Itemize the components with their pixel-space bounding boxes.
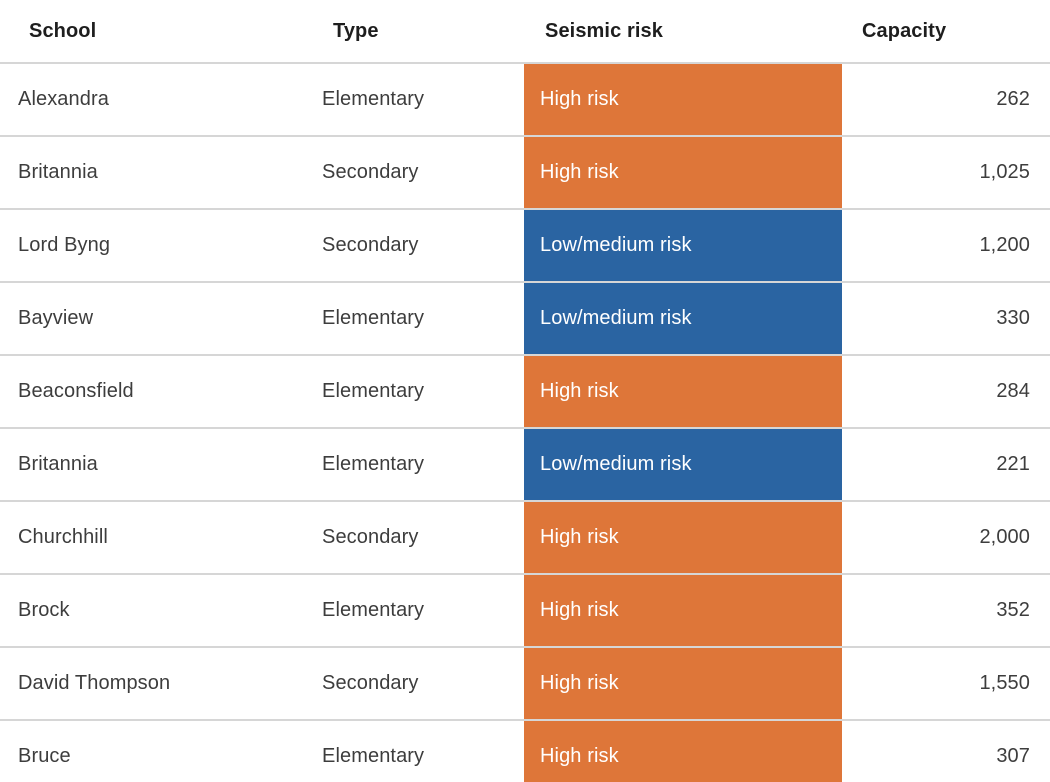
header-cell-seismic-risk: Seismic risk — [524, 0, 842, 64]
risk-cell: High risk — [524, 355, 842, 429]
capacity-cell: 284 — [842, 355, 1050, 429]
risk-cell: High risk — [524, 63, 842, 137]
table-row: Alexandra Elementary High risk 262 — [0, 63, 1050, 137]
capacity-cell: 1,550 — [842, 647, 1050, 721]
risk-cell: High risk — [524, 501, 842, 575]
header-row: School Type Seismic risk Capacity — [0, 0, 1050, 64]
type-cell: Elementary — [304, 574, 524, 648]
risk-cell-fill: High risk — [524, 575, 842, 646]
school-cell: Brock — [0, 574, 304, 648]
school-cell: Bruce — [0, 720, 304, 782]
type-cell: Secondary — [304, 647, 524, 721]
table-body: Alexandra Elementary High risk 262 Brita… — [0, 63, 1050, 782]
table-row: David Thompson Secondary High risk 1,550 — [0, 647, 1050, 721]
risk-cell: Low/medium risk — [524, 209, 842, 283]
capacity-cell: 221 — [842, 428, 1050, 502]
capacity-cell: 2,000 — [842, 501, 1050, 575]
school-cell: Alexandra — [0, 63, 304, 137]
capacity-cell: 1,025 — [842, 136, 1050, 210]
type-cell: Elementary — [304, 428, 524, 502]
risk-cell-fill: High risk — [524, 648, 842, 719]
type-cell: Secondary — [304, 136, 524, 210]
type-cell: Secondary — [304, 501, 524, 575]
risk-cell: High risk — [524, 136, 842, 210]
table-row: Lord Byng Secondary Low/medium risk 1,20… — [0, 209, 1050, 283]
risk-cell-fill: High risk — [524, 721, 842, 782]
table-row: Britannia Secondary High risk 1,025 — [0, 136, 1050, 210]
table-row: Bayview Elementary Low/medium risk 330 — [0, 282, 1050, 356]
type-cell: Secondary — [304, 209, 524, 283]
risk-cell: High risk — [524, 720, 842, 782]
table-row: Churchhill Secondary High risk 2,000 — [0, 501, 1050, 575]
table-row: Beaconsfield Elementary High risk 284 — [0, 355, 1050, 429]
capacity-cell: 1,200 — [842, 209, 1050, 283]
capacity-cell: 330 — [842, 282, 1050, 356]
type-cell: Elementary — [304, 63, 524, 137]
risk-cell: High risk — [524, 574, 842, 648]
risk-cell-fill: High risk — [524, 64, 842, 135]
risk-cell-fill: High risk — [524, 356, 842, 427]
risk-cell: Low/medium risk — [524, 282, 842, 356]
school-cell: Beaconsfield — [0, 355, 304, 429]
risk-cell: Low/medium risk — [524, 428, 842, 502]
school-cell: David Thompson — [0, 647, 304, 721]
risk-cell-fill: Low/medium risk — [524, 429, 842, 500]
table-row: Bruce Elementary High risk 307 — [0, 720, 1050, 782]
table-row: Britannia Elementary Low/medium risk 221 — [0, 428, 1050, 502]
type-cell: Elementary — [304, 355, 524, 429]
school-cell: Bayview — [0, 282, 304, 356]
header-cell-capacity: Capacity — [842, 0, 1050, 64]
capacity-cell: 307 — [842, 720, 1050, 782]
school-cell: Lord Byng — [0, 209, 304, 283]
header-cell-school: School — [0, 0, 304, 64]
risk-cell-fill: Low/medium risk — [524, 210, 842, 281]
risk-cell-fill: High risk — [524, 137, 842, 208]
header-cell-type: Type — [304, 0, 524, 64]
school-cell: Churchhill — [0, 501, 304, 575]
risk-cell-fill: High risk — [524, 502, 842, 573]
capacity-cell: 262 — [842, 63, 1050, 137]
type-cell: Elementary — [304, 282, 524, 356]
school-cell: Britannia — [0, 136, 304, 210]
school-cell: Britannia — [0, 428, 304, 502]
risk-cell-fill: Low/medium risk — [524, 283, 842, 354]
table-row: Brock Elementary High risk 352 — [0, 574, 1050, 648]
type-cell: Elementary — [304, 720, 524, 782]
risk-cell: High risk — [524, 647, 842, 721]
capacity-cell: 352 — [842, 574, 1050, 648]
